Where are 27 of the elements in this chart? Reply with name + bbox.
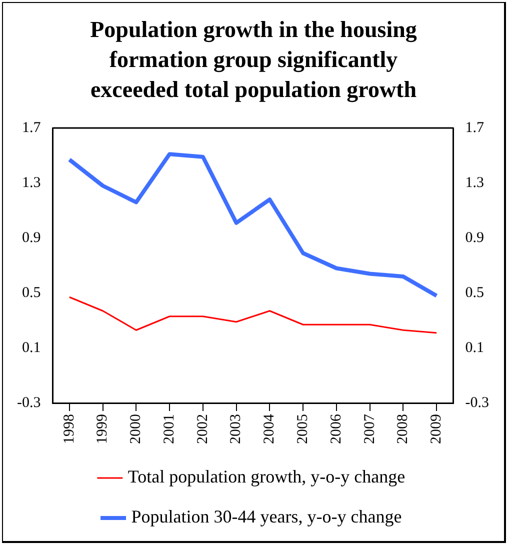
y-tick-label: 1.3	[22, 174, 41, 191]
x-tick-label: 2000	[128, 414, 144, 444]
legend-label: Population 30-44 years, y-o-y change	[131, 506, 402, 527]
legend-label: Total population growth, y-o-y change	[128, 466, 406, 487]
y2-tick-label: 0.9	[465, 230, 484, 246]
x-tick-label: 2004	[262, 414, 278, 444]
y2-tick-label: 0.1	[465, 340, 484, 356]
x-tick-label: 2006	[328, 414, 344, 444]
x-tick-label: 2008	[395, 414, 412, 444]
x-tick-label: 2003	[228, 414, 244, 444]
y2-tick-label: 0.5	[465, 284, 484, 301]
x-tick-label: 2005	[295, 414, 311, 444]
y-tick-label: 0.5	[22, 284, 41, 301]
chart-title: Population growth in the housing formation group significantly exceeded total population growth	[89, 16, 418, 104]
x-tick-label: 2007	[362, 414, 378, 444]
y-tick-label: 0.1	[22, 340, 41, 356]
y-tick-label: -0.3	[16, 394, 41, 411]
y-tick-label: 1.7	[22, 120, 42, 136]
x-tick-label: 2001	[162, 414, 178, 444]
y2-tick-label: 1.7	[465, 120, 485, 136]
x-tick-label: 2002	[194, 414, 211, 444]
x-tick-label: 1999	[94, 414, 111, 444]
x-tick-label: 2009	[428, 414, 445, 444]
y-tick-label: 0.9	[22, 230, 41, 246]
x-tick-label: 1998	[61, 414, 78, 444]
y2-tick-label: 1.3	[465, 174, 484, 191]
y2-tick-label: -0.3	[465, 394, 490, 411]
